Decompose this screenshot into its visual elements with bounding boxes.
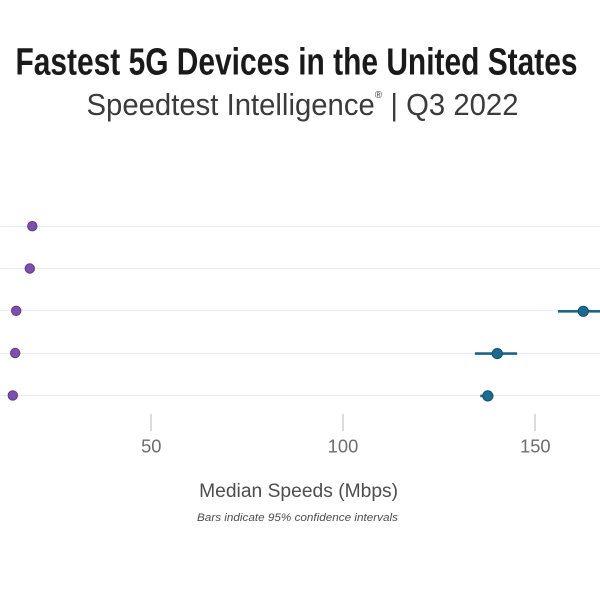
svg-text:100: 100 bbox=[328, 436, 359, 457]
svg-text:50: 50 bbox=[141, 436, 161, 457]
svg-text:Bars indicate 95% confidence i: Bars indicate 95% confidence intervals bbox=[197, 512, 398, 524]
svg-text:Median Speeds (Mbps): Median Speeds (Mbps) bbox=[199, 480, 398, 502]
svg-text:150: 150 bbox=[520, 436, 551, 457]
svg-text:Fastest 5G Devices in the Unit: Fastest 5G Devices in the United States bbox=[16, 41, 578, 84]
svg-text:Speedtest Intelligence® | Q3 2: Speedtest Intelligence® | Q3 2022 bbox=[87, 88, 519, 122]
